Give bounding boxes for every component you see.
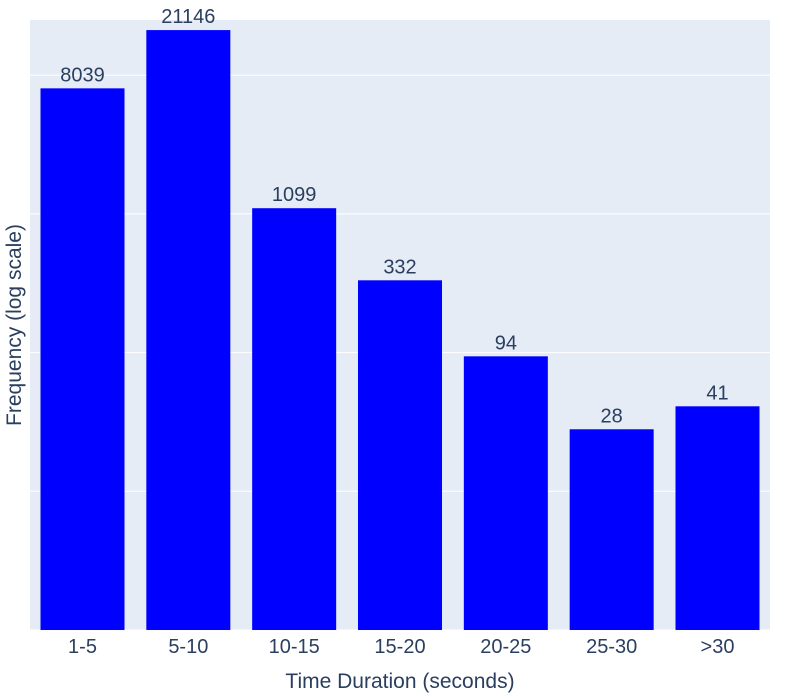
bar-value-label: 21146 [161,6,215,28]
x-tick-label: 5-10 [168,636,208,658]
bar-2 [146,30,231,631]
x-tick-label: 15-20 [374,636,425,658]
bar-value-label: 8039 [60,64,105,86]
bar-value-label: 332 [383,256,416,278]
bar-value-label: 28 [601,405,623,427]
x-axis-title: Time Duration (seconds) [285,670,514,693]
bar-4 [358,280,442,630]
x-tick-label: >30 [701,636,735,658]
bar-5 [463,356,548,630]
x-tick-label: 20-25 [480,636,531,658]
bars [40,30,760,631]
bar-value-label: 41 [706,382,728,404]
bar-value-label: 1099 [272,184,317,206]
x-tick-label: 1-5 [68,636,97,658]
bar-1 [40,88,125,631]
bar-3 [252,208,337,631]
bar-value-label: 94 [495,332,517,354]
y-axis-title: Frequency (log scale) [3,224,26,426]
bar-6 [569,429,654,630]
x-tick-label: 10-15 [269,636,320,658]
bar-7 [675,406,760,630]
x-tick-label: 25-30 [586,636,637,658]
x-tick-labels: 1-5 5-10 10-15 15-20 20-25 25-30 >30 [68,636,734,658]
bar-labels: 8039 21146 1099 332 94 28 41 [60,6,728,427]
